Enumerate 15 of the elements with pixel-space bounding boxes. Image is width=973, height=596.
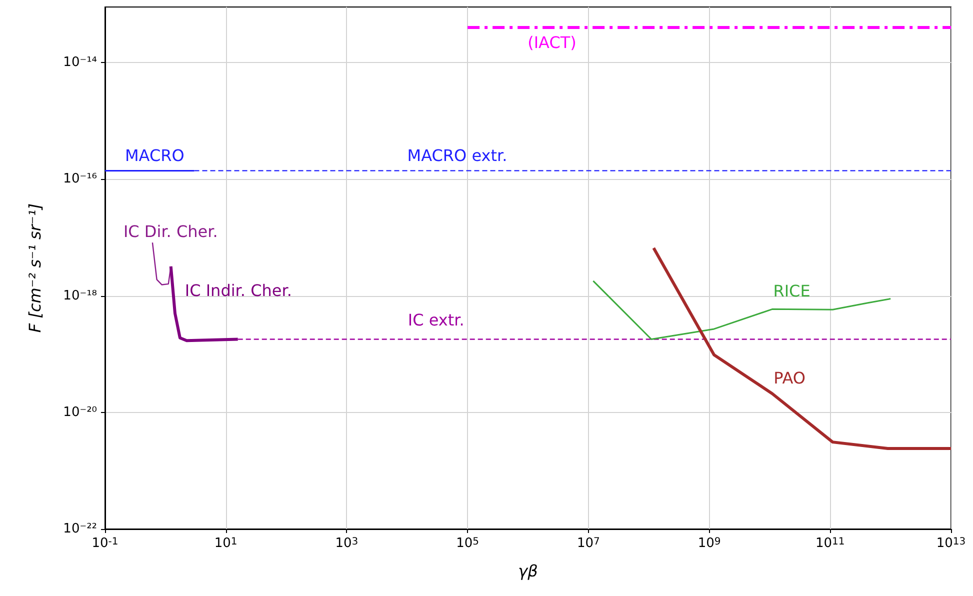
y-tick-label: 10⁻¹⁴	[63, 55, 97, 70]
series-label: IC Dir. Cher.	[123, 222, 218, 242]
y-tick-label: 10⁻¹⁶	[63, 172, 97, 187]
series-label: MACRO extr.	[407, 146, 508, 166]
y-tick-label: 10⁻¹⁸	[63, 288, 97, 304]
series-label: (IACT)	[528, 33, 576, 52]
y-axis-title: F [cm⁻² s⁻¹ sr⁻¹]	[26, 203, 44, 333]
y-tick-label: 10⁻²⁰	[63, 404, 97, 420]
series-label: IC Indir. Cher.	[184, 280, 292, 300]
series-label: MACRO	[125, 146, 184, 166]
x-axis-title: γβ	[518, 562, 538, 580]
series-label: PAO	[774, 368, 806, 388]
y-tick-label: 10⁻²²	[63, 522, 97, 536]
series-label: IC extr.	[408, 310, 464, 330]
series-label: RICE	[773, 281, 810, 300]
